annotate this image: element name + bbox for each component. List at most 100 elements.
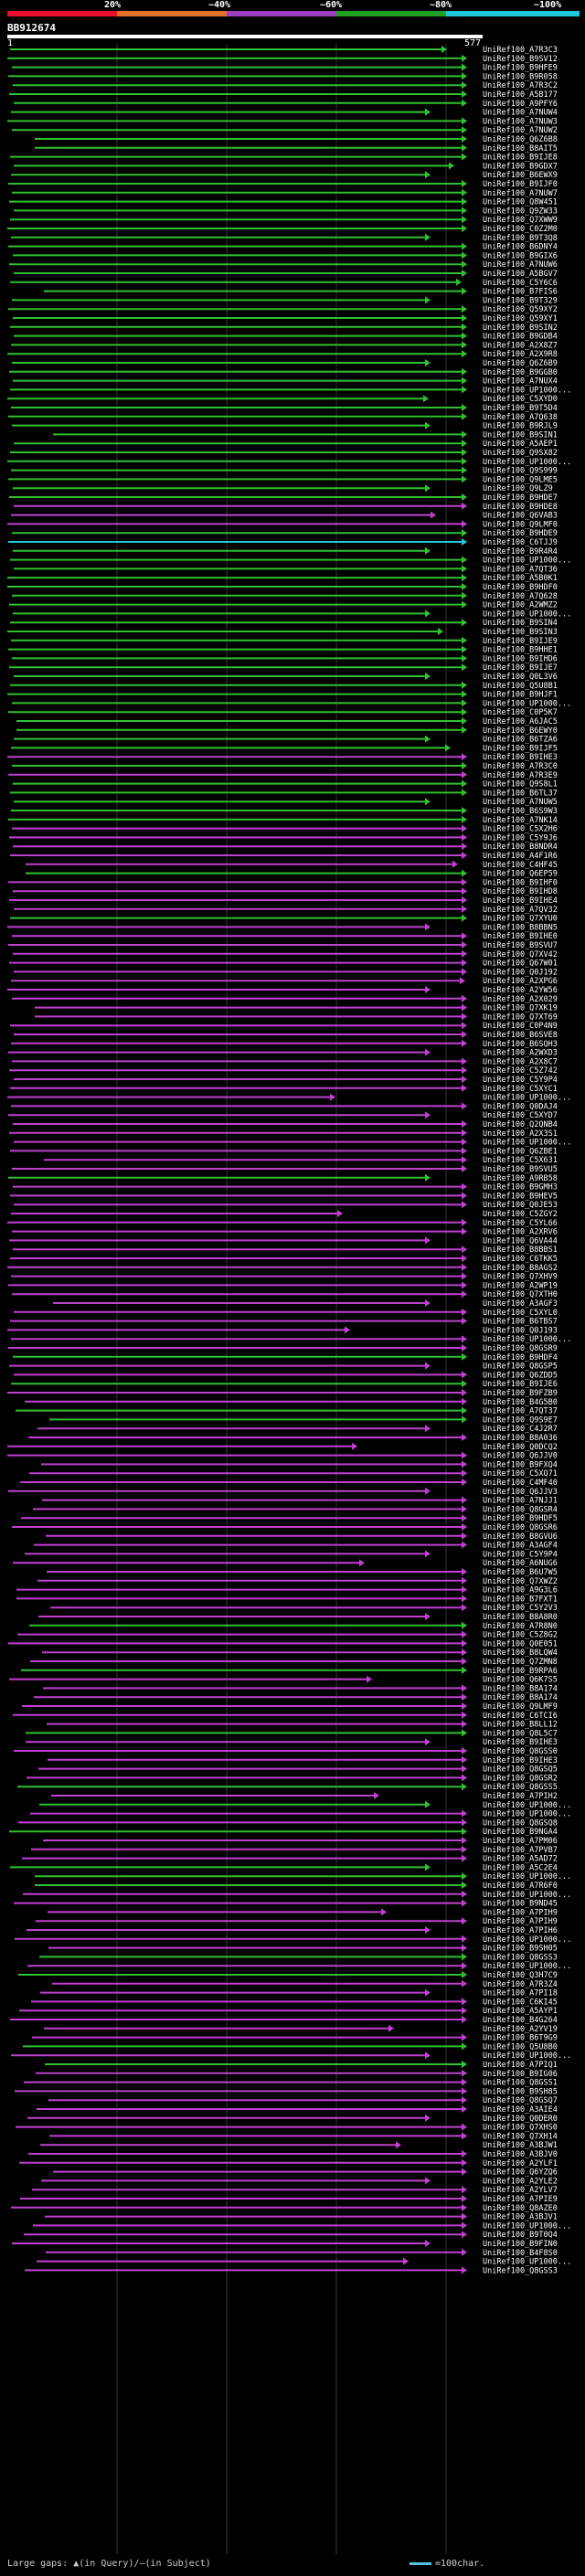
hit-label[interactable]: UniRef100_B9FIN0 <box>483 2240 558 2249</box>
hit-label[interactable]: UniRef100_B6DNY4 <box>483 243 558 252</box>
hit-label[interactable]: UniRef100_B9IJE9 <box>483 637 558 646</box>
hit-label[interactable]: UniRef100_A4F1R6 <box>483 852 558 861</box>
hit-label[interactable]: UniRef100_UP1000... <box>483 1962 571 1971</box>
hit-label[interactable]: UniRef100_Q8GSQ5 <box>483 1765 558 1775</box>
hit-label[interactable]: UniRef100_Q7XHV9 <box>483 1273 558 1282</box>
hit-label[interactable]: UniRef100_A2YLV7 <box>483 2186 558 2195</box>
hit-label[interactable]: UniRef100_UP1000... <box>483 1891 571 1900</box>
hit-label[interactable]: UniRef100_A7QT37 <box>483 1407 558 1416</box>
hit-label[interactable]: UniRef100_A7PIH2 <box>483 1792 558 1801</box>
hit-label[interactable]: UniRef100_A7R3C0 <box>483 762 558 771</box>
hit-label[interactable]: UniRef100_B9SIN1 <box>483 430 558 440</box>
hit-label[interactable]: UniRef100_A6NUG6 <box>483 1559 558 1568</box>
hit-label[interactable]: UniRef100_Q0J193 <box>483 1326 558 1335</box>
hit-label[interactable]: UniRef100_A7NJJ1 <box>483 1497 558 1506</box>
hit-label[interactable]: UniRef100_B9IHE4 <box>483 896 558 906</box>
hit-label[interactable]: UniRef100_A7Q628 <box>483 592 558 601</box>
hit-label[interactable]: UniRef100_A7R8N0 <box>483 1622 558 1631</box>
hit-label[interactable]: UniRef100_C5XYD7 <box>483 1111 558 1120</box>
hit-label[interactable]: UniRef100_C5Y2V3 <box>483 1604 558 1613</box>
hit-label[interactable]: UniRef100_Q8GSP5 <box>483 1362 558 1372</box>
hit-label[interactable]: UniRef100_Q59XY1 <box>483 314 558 323</box>
hit-label[interactable]: UniRef100_A9PFY6 <box>483 100 558 109</box>
hit-label[interactable]: UniRef100_Q6ZBE1 <box>483 1147 558 1156</box>
hit-label[interactable]: UniRef100_Q0L3V6 <box>483 673 558 682</box>
hit-label[interactable]: UniRef100_B9IHE0 <box>483 932 558 941</box>
hit-label[interactable]: UniRef100_B9FZB9 <box>483 1389 558 1398</box>
hit-label[interactable]: UniRef100_B8BBN5 <box>483 923 558 932</box>
hit-label[interactable]: UniRef100_C5Y9P4 <box>483 1076 558 1085</box>
hit-label[interactable]: UniRef100_Q5U8B0 <box>483 2042 558 2051</box>
hit-label[interactable]: UniRef100_B9HDF4 <box>483 1353 558 1362</box>
hit-label[interactable]: UniRef100_B9IHE3 <box>483 1738 558 1747</box>
hit-label[interactable]: UniRef100_A7NUW6 <box>483 260 558 270</box>
hit-label[interactable]: UniRef100_A2XPG6 <box>483 977 558 986</box>
hit-label[interactable]: UniRef100_Q7XV42 <box>483 950 558 959</box>
hit-label[interactable]: UniRef100_A7QV32 <box>483 906 558 915</box>
hit-label[interactable]: UniRef100_B9SH85 <box>483 2087 558 2096</box>
hit-label[interactable]: UniRef100_Q2QNB4 <box>483 1120 558 1129</box>
hit-label[interactable]: UniRef100_UP1000... <box>483 2221 571 2231</box>
hit-label[interactable]: UniRef100_A2X8Z7 <box>483 341 558 350</box>
hit-label[interactable]: UniRef100_A5C2E4 <box>483 1863 558 1872</box>
hit-label[interactable]: UniRef100_UP1000... <box>483 2258 571 2267</box>
hit-label[interactable]: UniRef100_A7PIQ1 <box>483 2061 558 2070</box>
hit-label[interactable]: UniRef100_A7PIH9 <box>483 1917 558 1926</box>
hit-label[interactable]: UniRef100_UP1000... <box>483 2051 571 2061</box>
hit-label[interactable]: UniRef100_B9T5D4 <box>483 404 558 413</box>
hit-label[interactable]: UniRef100_B6EWY0 <box>483 726 558 736</box>
hit-label[interactable]: UniRef100_Q6VAB3 <box>483 512 558 521</box>
hit-label[interactable]: UniRef100_A7R3E9 <box>483 771 558 780</box>
hit-label[interactable]: UniRef100_Q7XHS0 <box>483 2124 558 2133</box>
hit-label[interactable]: UniRef100_Q8GSS1 <box>483 2079 558 2088</box>
hit-label[interactable]: UniRef100_Q6Z6B9 <box>483 359 558 368</box>
hit-label[interactable]: UniRef100_B9HHE1 <box>483 646 558 655</box>
hit-label[interactable]: UniRef100_B9GDB4 <box>483 333 558 342</box>
hit-label[interactable]: UniRef100_A7PM06 <box>483 1837 558 1846</box>
hit-label[interactable]: UniRef100_Q6VA44 <box>483 1236 558 1246</box>
hit-label[interactable]: UniRef100_B9FXQ4 <box>483 1460 558 1469</box>
hit-label[interactable]: UniRef100_B9IJF0 <box>483 180 558 189</box>
hit-label[interactable]: UniRef100_B7FIS6 <box>483 288 558 297</box>
hit-label[interactable]: UniRef100_Q8GSQ8 <box>483 1818 558 1828</box>
hit-label[interactable]: UniRef100_Q9LZ9 <box>483 484 553 493</box>
hit-label[interactable]: UniRef100_Q6YZQ6 <box>483 2168 558 2178</box>
hit-label[interactable]: UniRef100_A2X3S1 <box>483 1129 558 1139</box>
hit-label[interactable]: UniRef100_B8LL12 <box>483 1721 558 1730</box>
hit-label[interactable]: UniRef100_C5X2H6 <box>483 825 558 834</box>
hit-label[interactable]: UniRef100_B9IHE3 <box>483 1756 558 1765</box>
hit-label[interactable]: UniRef100_C5Z742 <box>483 1066 558 1076</box>
hit-label[interactable]: UniRef100_C6KI45 <box>483 1998 558 2007</box>
hit-label[interactable]: UniRef100_B9GGB0 <box>483 368 558 377</box>
hit-label[interactable]: UniRef100_Q0E051 <box>483 1639 558 1648</box>
hit-label[interactable]: UniRef100_A7NUW2 <box>483 126 558 135</box>
hit-label[interactable]: UniRef100_Q0JE53 <box>483 1201 558 1210</box>
hit-label[interactable]: UniRef100_B9IHD6 <box>483 654 558 663</box>
hit-label[interactable]: UniRef100_Q9LMF0 <box>483 520 558 529</box>
hit-label[interactable]: UniRef100_C5Y9J6 <box>483 833 558 843</box>
hit-label[interactable]: UniRef100_B9SV12 <box>483 55 558 64</box>
hit-label[interactable]: UniRef100_A7R3C3 <box>483 46 558 55</box>
hit-label[interactable]: UniRef100_C5Y9P4 <box>483 1550 558 1559</box>
hit-label[interactable]: UniRef100_A7NUX4 <box>483 377 558 387</box>
hit-label[interactable]: UniRef100_UP1000... <box>483 1335 571 1344</box>
hit-label[interactable]: UniRef100_B4G5B0 <box>483 1398 558 1407</box>
hit-label[interactable]: UniRef100_B6S9W3 <box>483 807 558 816</box>
hit-label[interactable]: UniRef100_B9SIN2 <box>483 323 558 333</box>
hit-label[interactable]: UniRef100_A2XRV6 <box>483 1228 558 1237</box>
hit-label[interactable]: UniRef100_A3AGF4 <box>483 1542 558 1551</box>
hit-label[interactable]: UniRef100_C5XQ71 <box>483 1469 558 1479</box>
hit-label[interactable]: UniRef100_UP1000... <box>483 458 571 467</box>
hit-label[interactable]: UniRef100_B9HDE8 <box>483 503 558 512</box>
hit-label[interactable]: UniRef100_UP1000... <box>483 1810 571 1819</box>
hit-label[interactable]: UniRef100_Q7XYU0 <box>483 915 558 924</box>
hit-label[interactable]: UniRef100_B8A174 <box>483 1693 558 1702</box>
hit-label[interactable]: UniRef100_B9GMH3 <box>483 1183 558 1193</box>
hit-label[interactable]: UniRef100_A3AGF3 <box>483 1299 558 1309</box>
hit-label[interactable]: UniRef100_A7PIE9 <box>483 2195 558 2204</box>
hit-label[interactable]: UniRef100_B9HFE9 <box>483 64 558 73</box>
hit-label[interactable]: UniRef100_Q8L5C7 <box>483 1729 558 1738</box>
hit-label[interactable]: UniRef100_A3BJV1 <box>483 2213 558 2222</box>
hit-label[interactable]: UniRef100_B9IG06 <box>483 2070 558 2079</box>
hit-label[interactable]: UniRef100_Q6JJV0 <box>483 1452 558 1461</box>
